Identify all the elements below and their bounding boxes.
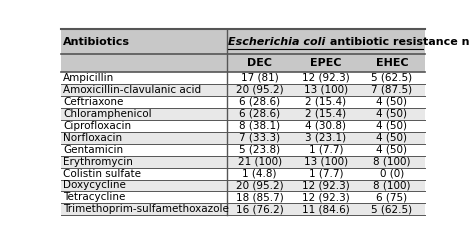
Text: 4 (50): 4 (50) <box>376 109 407 119</box>
Text: 0 (0): 0 (0) <box>380 168 404 179</box>
Text: 13 (100): 13 (100) <box>304 157 348 166</box>
Text: Colistin sulfate: Colistin sulfate <box>64 168 141 179</box>
Bar <box>61 156 425 167</box>
Text: Ciprofloxacin: Ciprofloxacin <box>64 121 131 131</box>
Text: Tetracycline: Tetracycline <box>64 192 126 203</box>
Text: 17 (81): 17 (81) <box>241 73 279 83</box>
Text: 4 (50): 4 (50) <box>376 121 407 131</box>
Text: EPEC: EPEC <box>310 58 342 68</box>
Text: 4 (50): 4 (50) <box>376 97 407 107</box>
Text: 4 (30.8): 4 (30.8) <box>305 121 346 131</box>
Text: 6 (28.6): 6 (28.6) <box>239 109 280 119</box>
Text: Chloramphenicol: Chloramphenicol <box>64 109 152 119</box>
Text: Gentamicin: Gentamicin <box>64 145 123 155</box>
Bar <box>61 72 425 84</box>
Text: 20 (95.2): 20 (95.2) <box>236 181 283 190</box>
Bar <box>61 54 425 72</box>
Text: antibiotic resistance n (%): antibiotic resistance n (%) <box>326 37 474 47</box>
Bar <box>61 29 425 54</box>
Bar <box>61 144 425 156</box>
Text: 1 (4.8): 1 (4.8) <box>242 168 277 179</box>
Text: 21 (100): 21 (100) <box>237 157 282 166</box>
Text: 18 (85.7): 18 (85.7) <box>236 192 283 203</box>
Text: Amoxicillin-clavulanic acid: Amoxicillin-clavulanic acid <box>64 85 201 95</box>
Text: 4 (50): 4 (50) <box>376 133 407 143</box>
Text: 8 (38.1): 8 (38.1) <box>239 121 280 131</box>
Text: 8 (100): 8 (100) <box>373 181 410 190</box>
Bar <box>61 180 425 191</box>
Text: DEC: DEC <box>247 58 272 68</box>
Text: Norfloxacin: Norfloxacin <box>64 133 122 143</box>
Text: 13 (100): 13 (100) <box>304 85 348 95</box>
Bar <box>61 108 425 120</box>
Bar <box>61 120 425 132</box>
Text: EHEC: EHEC <box>375 58 408 68</box>
Text: 16 (76.2): 16 (76.2) <box>236 204 283 214</box>
Bar <box>61 96 425 108</box>
Text: 2 (15.4): 2 (15.4) <box>305 97 346 107</box>
Text: 7 (87.5): 7 (87.5) <box>371 85 412 95</box>
Text: 5 (62.5): 5 (62.5) <box>371 204 412 214</box>
Text: 5 (62.5): 5 (62.5) <box>371 73 412 83</box>
Text: 1 (7.7): 1 (7.7) <box>309 168 343 179</box>
Text: 6 (75): 6 (75) <box>376 192 408 203</box>
Text: 20 (95.2): 20 (95.2) <box>236 85 283 95</box>
Text: Doxycycline: Doxycycline <box>64 181 126 190</box>
Text: 5 (23.8): 5 (23.8) <box>239 145 280 155</box>
Text: 1 (7.7): 1 (7.7) <box>309 145 343 155</box>
Text: Ampicillin: Ampicillin <box>64 73 115 83</box>
Bar <box>61 204 425 215</box>
Text: Escherichia coli: Escherichia coli <box>228 37 326 47</box>
Text: Ceftriaxone: Ceftriaxone <box>64 97 124 107</box>
Text: 2 (15.4): 2 (15.4) <box>305 109 346 119</box>
Bar <box>61 84 425 96</box>
Text: 3 (23.1): 3 (23.1) <box>305 133 346 143</box>
Text: 4 (50): 4 (50) <box>376 145 407 155</box>
Bar <box>61 167 425 180</box>
Text: 12 (92.3): 12 (92.3) <box>302 181 350 190</box>
Bar <box>61 132 425 144</box>
Text: 8 (100): 8 (100) <box>373 157 410 166</box>
Text: Erythromycin: Erythromycin <box>64 157 133 166</box>
Text: 11 (84.6): 11 (84.6) <box>302 204 350 214</box>
Text: 12 (92.3): 12 (92.3) <box>302 192 350 203</box>
Text: 12 (92.3): 12 (92.3) <box>302 73 350 83</box>
Text: 7 (33.3): 7 (33.3) <box>239 133 280 143</box>
Bar <box>61 191 425 204</box>
Text: Trimethoprim-sulfamethoxazole: Trimethoprim-sulfamethoxazole <box>64 204 229 214</box>
Text: 6 (28.6): 6 (28.6) <box>239 97 280 107</box>
Text: Antibiotics: Antibiotics <box>64 37 130 47</box>
